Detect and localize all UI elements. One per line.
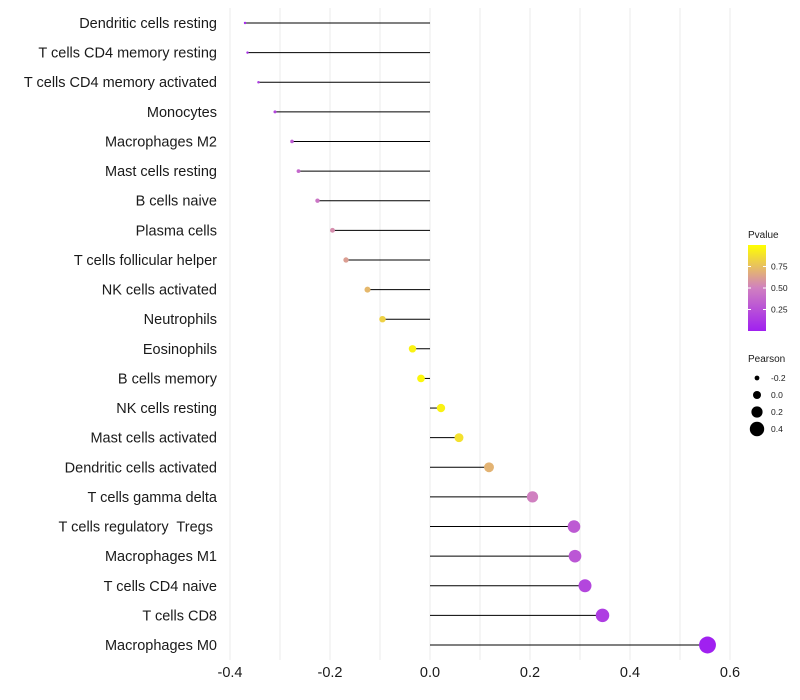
x-tick-label: -0.4	[218, 665, 243, 681]
pearson-legend: Pearson -0.2 0.0 0.2 0.4	[748, 354, 786, 437]
category-label: Eosinophils	[143, 342, 217, 358]
category-label: T cells gamma delta	[88, 490, 218, 506]
category-label: Macrophages M1	[105, 549, 217, 565]
data-point	[257, 80, 260, 84]
pvalue-legend: Pvalue 0.75 0.50 0.25	[748, 230, 788, 331]
data-point	[296, 169, 301, 173]
pvalue-legend-label: 0.50	[771, 283, 788, 293]
category-label: Neutrophils	[144, 312, 217, 328]
category-label: Plasma cells	[136, 223, 217, 239]
data-point	[578, 579, 592, 593]
x-tick-label: 0.0	[420, 665, 440, 681]
y-axis-labels: Dendritic cells resting T cells CD4 memor…	[24, 16, 218, 654]
pearson-legend-title: Pearson	[748, 354, 785, 365]
x-tick-label: -0.2	[318, 665, 343, 681]
data-point	[568, 549, 582, 563]
data-point	[290, 139, 294, 144]
data-point	[526, 491, 539, 503]
category-label: Monocytes	[147, 105, 217, 121]
x-axis-ticks: -0.4 -0.2 0.0 0.2 0.4 0.6	[218, 665, 741, 681]
category-label: NK cells resting	[116, 401, 217, 417]
pvalue-colorbar	[748, 245, 766, 331]
category-label: T cells regulatory Tregs	[59, 520, 218, 536]
stems	[245, 22, 708, 646]
data-point	[379, 315, 386, 323]
category-label: T cells follicular helper	[74, 253, 217, 269]
pearson-legend-label: 0.2	[771, 407, 783, 417]
data-point	[364, 286, 371, 293]
data-point	[273, 110, 277, 114]
category-label: Mast cells activated	[90, 431, 217, 447]
data-point	[315, 198, 320, 203]
pearson-legend-label: -0.2	[771, 373, 786, 383]
data-point	[417, 374, 425, 383]
category-label: Dendritic cells resting	[79, 16, 217, 32]
pearson-legend-key	[753, 391, 761, 399]
pearson-legend-key	[749, 421, 765, 437]
category-label: NK cells activated	[102, 283, 217, 299]
category-label: Macrophages M2	[105, 134, 217, 150]
data-point	[246, 51, 249, 54]
pearson-legend-label: 0.4	[771, 424, 783, 434]
x-tick-label: 0.6	[720, 665, 740, 681]
data-point	[454, 433, 464, 443]
data-point	[595, 608, 610, 623]
pvalue-legend-label: 0.25	[771, 305, 788, 315]
category-label: Macrophages M0	[105, 638, 217, 654]
category-label: B cells naive	[136, 194, 217, 210]
data-point	[408, 345, 417, 353]
x-tick-label: 0.4	[620, 665, 640, 681]
data-point	[484, 462, 494, 473]
x-tick-label: 0.2	[520, 665, 540, 681]
points	[243, 21, 716, 654]
pvalue-legend-title: Pvalue	[748, 230, 779, 241]
category-label: T cells CD4 memory activated	[24, 75, 217, 91]
category-label: Mast cells resting	[105, 164, 217, 180]
data-point	[243, 21, 247, 25]
data-point	[330, 227, 335, 233]
category-label: T cells CD8	[142, 608, 217, 624]
pearson-legend-key	[754, 375, 760, 381]
category-label: T cells CD4 naive	[104, 579, 217, 595]
gridlines	[229, 8, 731, 660]
pvalue-legend-label: 0.75	[771, 262, 788, 272]
pearson-legend-label: 0.0	[771, 390, 783, 400]
category-label: T cells CD4 memory resting	[38, 46, 217, 62]
data-point	[343, 257, 349, 263]
data-point	[567, 520, 581, 533]
data-point	[436, 403, 446, 413]
category-label: Dendritic cells activated	[65, 460, 217, 476]
data-point	[699, 636, 716, 654]
category-label: B cells memory	[118, 371, 218, 387]
pearson-legend-key	[751, 406, 763, 418]
